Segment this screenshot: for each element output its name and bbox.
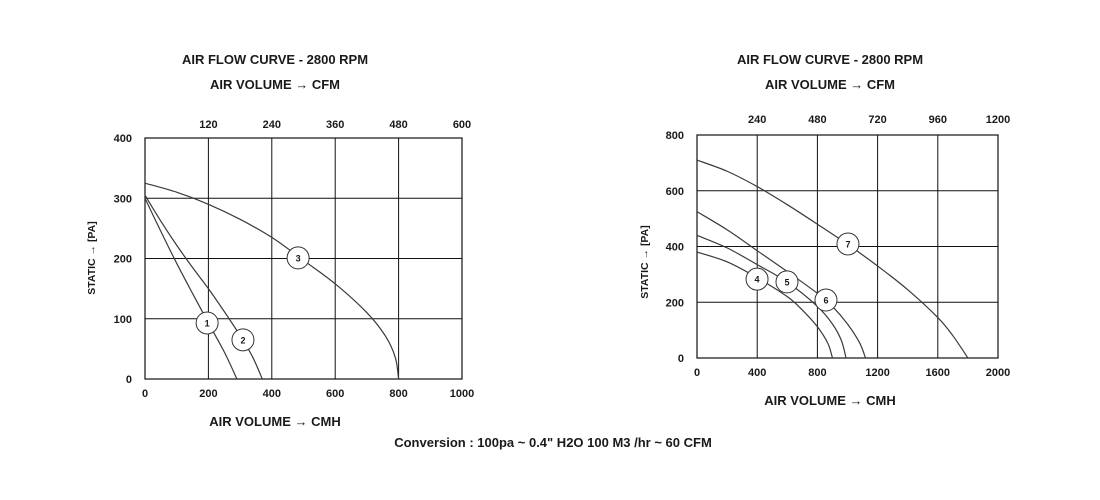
curve-label-circle — [231, 328, 255, 352]
x-axis-label: AIR VOLUME → CMH — [209, 414, 340, 429]
curve-label-circle — [814, 288, 838, 312]
x-tick-label: 1000 — [450, 388, 474, 400]
top-x-tick-label: 360 — [326, 119, 344, 131]
y-tick-label: 400 — [666, 242, 684, 254]
curve-label-text: 3 — [296, 253, 301, 263]
plot-frame — [696, 134, 999, 359]
curve-1 — [144, 197, 238, 380]
y-axis-label: STATIC → [PA] — [639, 225, 651, 299]
x-tick-label: 400 — [263, 388, 281, 400]
curve-7 — [696, 159, 969, 359]
curve-2 — [144, 194, 263, 380]
chart-right: AIR FLOW CURVE - 2800 RPM AIR VOLUME → C… — [639, 52, 1010, 408]
top-axis-label: AIR VOLUME → CFM — [765, 77, 895, 92]
curve-4 — [696, 251, 834, 359]
top-x-tick-label: 480 — [389, 119, 407, 131]
y-tick-label: 800 — [666, 130, 684, 142]
curve-label-7: 7 — [836, 232, 860, 256]
top-x-tick-label: 960 — [929, 114, 947, 126]
top-axis-label: AIR VOLUME → CFM — [210, 77, 340, 92]
curve-label-1: 1 — [195, 311, 219, 335]
conversion-note: Conversion : 100pa ~ 0.4" H2O 100 M3 /hr… — [394, 435, 712, 450]
y-tick-label: 0 — [678, 353, 684, 365]
top-x-tick-label: 240 — [748, 114, 766, 126]
curve-label-circle — [195, 311, 219, 335]
chart-title: AIR FLOW CURVE - 2800 RPM — [737, 52, 923, 67]
y-tick-label: 100 — [114, 314, 132, 326]
top-x-tick-label: 120 — [199, 119, 217, 131]
chart-left: AIR FLOW CURVE - 2800 RPM AIR VOLUME → C… — [86, 52, 474, 429]
curve-label-text: 6 — [823, 296, 828, 306]
chart-title: AIR FLOW CURVE - 2800 RPM — [182, 52, 368, 67]
top-x-tick-label: 720 — [868, 114, 886, 126]
curve-label-text: 7 — [845, 239, 850, 249]
top-x-tick-label: 240 — [263, 119, 281, 131]
curve-label-text: 4 — [755, 275, 760, 285]
curve-label-circle — [745, 267, 769, 291]
y-tick-label: 200 — [666, 297, 684, 309]
curve-label-text: 1 — [205, 318, 210, 328]
top-x-tick-label: 1200 — [986, 114, 1010, 126]
curve-label-3: 3 — [286, 246, 310, 270]
y-tick-label: 400 — [114, 133, 132, 145]
curve-label-text: 5 — [784, 277, 789, 287]
curve-label-circle — [775, 270, 799, 294]
y-tick-label: 300 — [114, 193, 132, 205]
top-x-tick-label: 480 — [808, 114, 826, 126]
x-tick-label: 1600 — [926, 367, 950, 379]
curve-label-5: 5 — [775, 270, 799, 294]
curve-label-6: 6 — [814, 288, 838, 312]
plot-area: 0 200 400 600 800 1000 0 100 200 300 400 120 240 360 4… — [114, 119, 475, 400]
x-tick-label: 400 — [748, 367, 766, 379]
x-tick-label: 800 — [389, 388, 407, 400]
top-x-tick-label: 600 — [453, 119, 471, 131]
x-tick-label: 0 — [694, 367, 700, 379]
x-tick-label: 1200 — [865, 367, 889, 379]
curve-label-text: 2 — [240, 335, 245, 345]
plot-frame — [144, 137, 463, 380]
curve-label-circle — [836, 232, 860, 256]
plot-area: 0 400 800 1200 1600 2000 0 200 400 600 800 240 480 72… — [666, 114, 1011, 379]
y-tick-label: 600 — [666, 186, 684, 198]
y-tick-label: 0 — [126, 374, 132, 386]
curve-label-4: 4 — [745, 267, 769, 291]
x-tick-label: 2000 — [986, 367, 1010, 379]
x-axis-label: AIR VOLUME → CMH — [764, 393, 895, 408]
y-axis-label: STATIC → [PA] — [86, 221, 98, 295]
curve-label-2: 2 — [231, 328, 255, 352]
curve-label-circle — [286, 246, 310, 270]
y-tick-label: 200 — [114, 254, 132, 266]
x-tick-label: 600 — [326, 388, 344, 400]
x-tick-label: 800 — [808, 367, 826, 379]
x-tick-label: 0 — [142, 388, 148, 400]
x-tick-label: 200 — [199, 388, 217, 400]
curve-5 — [696, 234, 847, 359]
